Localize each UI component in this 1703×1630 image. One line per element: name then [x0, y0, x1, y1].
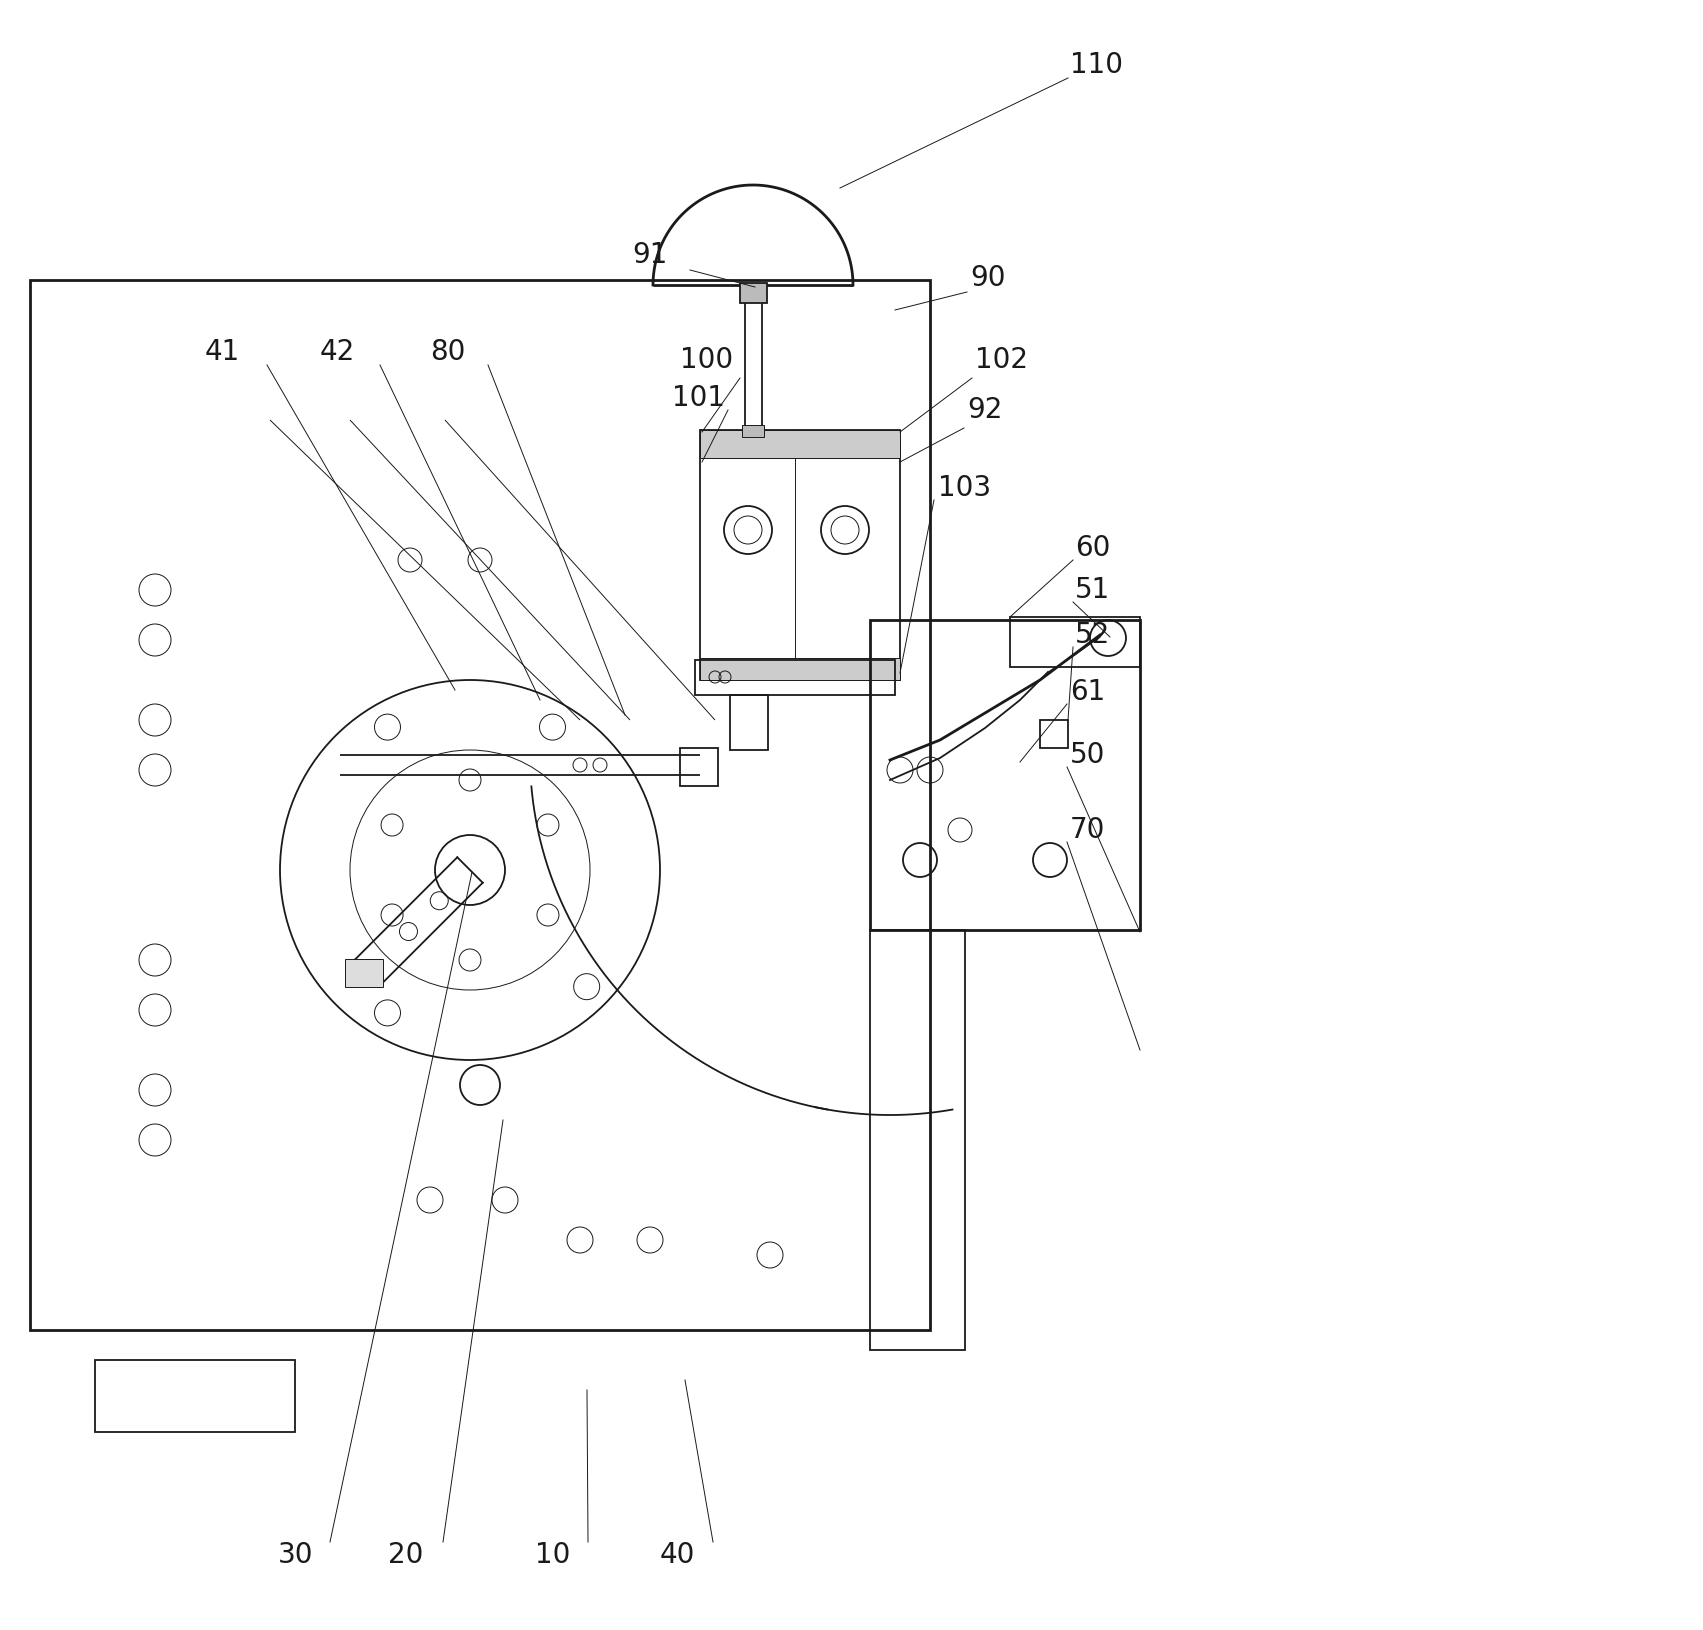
Text: 40: 40: [661, 1540, 695, 1570]
Bar: [679, 748, 719, 786]
Text: 90: 90: [971, 264, 1005, 292]
Bar: [870, 931, 966, 1350]
Text: 30: 30: [278, 1540, 313, 1570]
Text: 92: 92: [967, 396, 1003, 424]
Text: 91: 91: [632, 241, 668, 269]
Text: 42: 42: [320, 337, 356, 367]
Bar: [731, 694, 768, 750]
Text: 101: 101: [673, 385, 725, 412]
Bar: [1010, 618, 1139, 667]
Text: 50: 50: [1069, 742, 1105, 769]
Bar: [743, 425, 765, 437]
Bar: [31, 280, 930, 1330]
Bar: [695, 660, 896, 694]
Text: 110: 110: [1069, 51, 1122, 78]
Text: 102: 102: [976, 346, 1029, 373]
Text: 61: 61: [1069, 678, 1105, 706]
Text: 10: 10: [535, 1540, 571, 1570]
Text: 60: 60: [1075, 535, 1110, 562]
Text: 100: 100: [679, 346, 732, 373]
Text: 51: 51: [1075, 575, 1110, 605]
Text: 20: 20: [388, 1540, 424, 1570]
Bar: [700, 430, 899, 680]
Bar: [346, 958, 383, 986]
Text: 70: 70: [1069, 817, 1105, 844]
Bar: [870, 619, 1139, 931]
Bar: [700, 430, 899, 458]
Text: 103: 103: [938, 474, 991, 502]
Text: 80: 80: [429, 337, 465, 367]
Bar: [1041, 720, 1068, 748]
Bar: [741, 284, 766, 303]
Text: 52: 52: [1075, 621, 1110, 649]
Bar: [700, 659, 899, 680]
Text: 41: 41: [204, 337, 240, 367]
Bar: [95, 1359, 295, 1433]
